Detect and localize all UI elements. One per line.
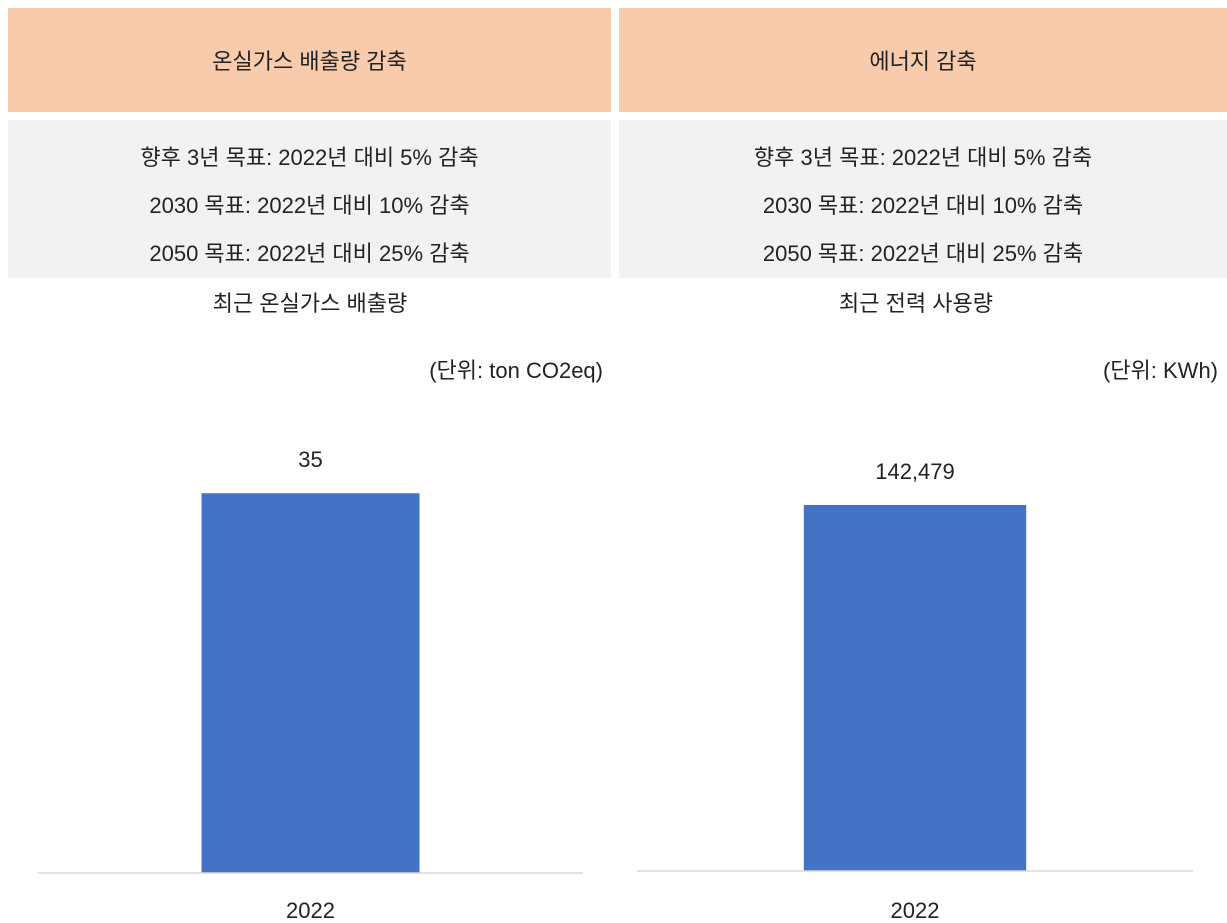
goal-line: 향후 3년 목표: 2022년 대비 5% 감축 — [753, 145, 1093, 170]
goal-box: 향후 3년 목표: 2022년 대비 5% 감축 2030 목표: 2022년 … — [8, 120, 611, 278]
panel-header: 온실가스 배출량 감축 — [8, 8, 611, 112]
x-tick-label: 2022 — [286, 898, 335, 923]
goal-line: 2030 목표: 2022년 대비 10% 감축 — [762, 193, 1084, 218]
chart-title: 최근 전력 사용량 — [839, 291, 993, 316]
goal-line: 2050 목표: 2022년 대비 25% 감축 — [149, 241, 470, 266]
unit-label: (단위: ton CO2eq) — [429, 358, 603, 383]
x-tick-label: 2022 — [891, 898, 940, 923]
bar — [803, 505, 1027, 871]
chart-title: 최근 온실가스 배출량 — [213, 291, 407, 316]
unit-label: (단위: KWh) — [1103, 358, 1218, 383]
data-label: 35 — [298, 447, 322, 472]
goal-line: 향후 3년 목표: 2022년 대비 5% 감축 — [140, 145, 479, 170]
panel-header: 에너지 감축 — [619, 8, 1227, 112]
goal-line: 2030 목표: 2022년 대비 10% 감축 — [149, 193, 470, 218]
data-label: 142,479 — [875, 459, 955, 484]
goal-box: 향후 3년 목표: 2022년 대비 5% 감축 2030 목표: 2022년 … — [619, 120, 1227, 278]
goal-line: 2050 목표: 2022년 대비 25% 감축 — [762, 241, 1084, 266]
bar — [201, 493, 420, 873]
